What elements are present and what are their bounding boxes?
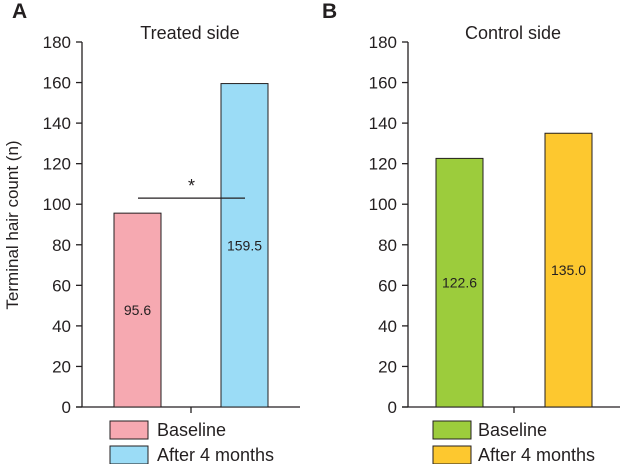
bar-data-label: 135.0 bbox=[551, 262, 586, 278]
y-tick-label: 120 bbox=[369, 155, 397, 174]
y-tick-label: 100 bbox=[369, 195, 397, 214]
y-tick-label: 140 bbox=[43, 114, 71, 133]
bar-data-label: 95.6 bbox=[124, 302, 151, 318]
y-tick-label: 120 bbox=[43, 155, 71, 174]
bar-after-4-months bbox=[220, 83, 269, 408]
y-tick-label: 140 bbox=[369, 114, 397, 133]
y-tick-label: 60 bbox=[378, 276, 397, 295]
y-tick-label: 20 bbox=[52, 357, 71, 376]
y-tick-label: 80 bbox=[378, 236, 397, 255]
bar-data-label: 122.6 bbox=[442, 275, 477, 291]
legend-swatch bbox=[432, 420, 472, 440]
legend-label: Baseline bbox=[157, 420, 226, 440]
y-tick-label: 0 bbox=[388, 398, 397, 417]
y-tick-label: 20 bbox=[378, 357, 397, 376]
y-tick-label: 160 bbox=[43, 74, 71, 93]
y-tick-label: 180 bbox=[369, 33, 397, 52]
legend-swatch bbox=[432, 445, 472, 465]
y-axis-label: Terminal hair count (n) bbox=[3, 140, 22, 309]
y-tick-label: 0 bbox=[62, 398, 71, 417]
legend-label: After 4 months bbox=[157, 445, 274, 464]
panel-letter: A bbox=[12, 0, 27, 23]
y-tick-label: 40 bbox=[378, 317, 397, 336]
chart-title: Control side bbox=[465, 23, 561, 43]
chart-panel-B: B Control side 0 20 40 60 80 100 120 140 160 180 122… bbox=[322, 0, 620, 465]
y-tick-label: 40 bbox=[52, 317, 71, 336]
chart-title: Treated side bbox=[140, 23, 239, 43]
legend-label: After 4 months bbox=[478, 445, 595, 464]
y-tick-label: 100 bbox=[43, 195, 71, 214]
y-tick-label: 160 bbox=[369, 74, 397, 93]
bar-data-label: 159.5 bbox=[227, 237, 262, 253]
chart-panel-A: A Treated side Terminal hair count (n) 0 20 4… bbox=[3, 0, 300, 465]
panel-letter: B bbox=[322, 0, 337, 23]
legend-swatch bbox=[109, 445, 149, 465]
bar-baseline bbox=[435, 157, 484, 408]
bar-baseline bbox=[113, 212, 162, 408]
bar-after-4-months bbox=[544, 132, 593, 408]
y-tick-label: 180 bbox=[43, 33, 71, 52]
y-tick-label: 60 bbox=[52, 276, 71, 295]
legend-swatch bbox=[109, 420, 149, 440]
y-tick-label: 80 bbox=[52, 236, 71, 255]
significance-marker: * bbox=[188, 176, 195, 196]
legend-label: Baseline bbox=[478, 420, 547, 440]
